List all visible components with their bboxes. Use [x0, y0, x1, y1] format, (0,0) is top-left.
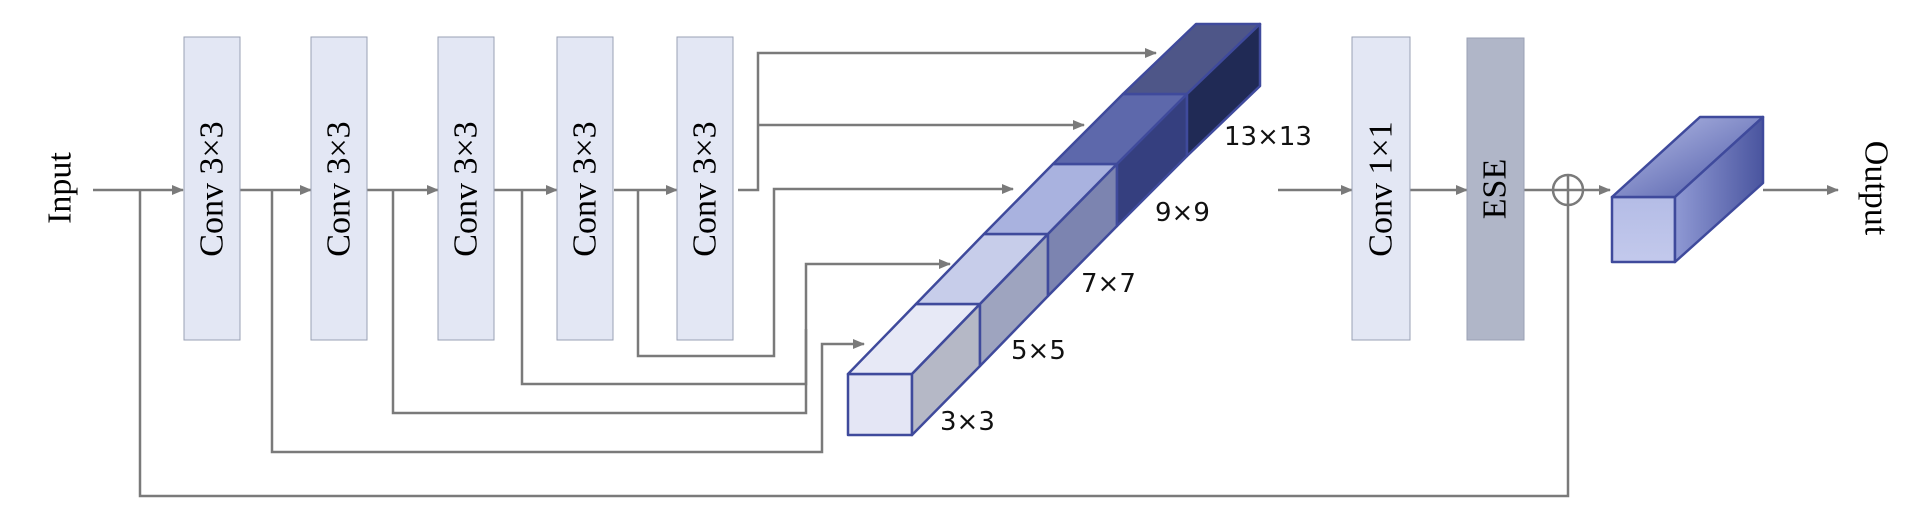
input-label: Input — [42, 152, 79, 224]
feature-concat-stack — [846, 22, 1262, 437]
conv-block-4-label: Conv 3×3 — [567, 121, 604, 256]
output-feature-cube — [1610, 115, 1765, 264]
conv-block-5-label: Conv 3×3 — [687, 121, 724, 256]
conv-block-3-label: Conv 3×3 — [448, 121, 485, 256]
conv3x3-stack: Conv 3×3 Conv 3×3 Conv 3×3 Conv 3×3 Conv… — [183, 36, 734, 341]
size-label-5x5: 5×5 — [1011, 336, 1066, 366]
conv1x1-block: Conv 1×1 — [1351, 36, 1411, 341]
ese-block: ESE — [1466, 37, 1525, 341]
branch-conv4-9x9 — [636, 184, 1014, 358]
size-label-9x9: 9×9 — [1155, 198, 1210, 228]
conv-block-1: Conv 3×3 — [183, 36, 241, 341]
conv-block-2: Conv 3×3 — [310, 36, 368, 341]
branch-conv5-13x13 — [738, 48, 1157, 192]
conv-block-2-label: Conv 3×3 — [321, 121, 358, 256]
size-label-13x13: 13×13 — [1224, 122, 1312, 152]
size-label-3x3: 3×3 — [940, 407, 995, 437]
branch-conv1-3x3 — [270, 190, 865, 454]
conv-block-5: Conv 3×3 — [676, 36, 734, 341]
add-node — [1551, 173, 1585, 207]
branch-conv3-7x7 — [520, 190, 951, 386]
conv-block-3: Conv 3×3 — [437, 36, 495, 341]
size-label-7x7: 7×7 — [1081, 269, 1136, 299]
flow-lines — [93, 48, 1839, 498]
feature-cube-13x13 — [1121, 22, 1262, 158]
residual-path — [138, 190, 1570, 498]
conv-block-1-label: Conv 3×3 — [194, 121, 231, 256]
output-label: Output — [1858, 141, 1895, 236]
ese-label: ESE — [1477, 159, 1514, 219]
conv1x1-label: Conv 1×1 — [1363, 121, 1400, 256]
conv-block-4: Conv 3×3 — [556, 36, 614, 341]
feature-size-labels: 3×3 5×5 7×7 9×9 13×13 — [940, 122, 1312, 437]
feature-cube-7x7 — [982, 162, 1119, 298]
